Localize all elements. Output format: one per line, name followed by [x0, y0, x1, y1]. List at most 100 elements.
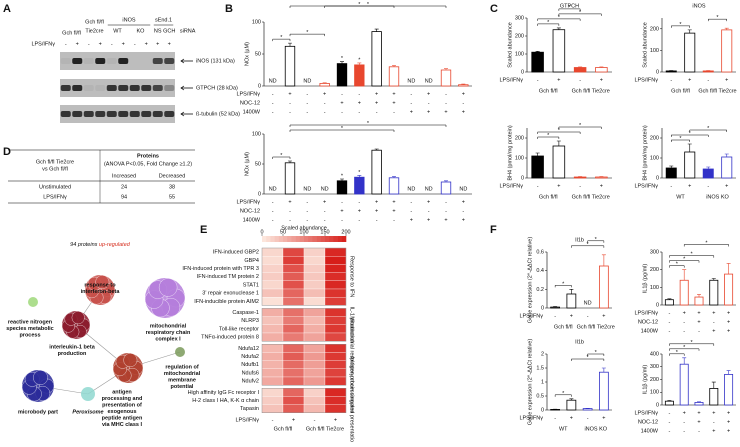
- colorbar-cell: [291, 236, 296, 242]
- bar: [553, 146, 565, 178]
- blot-band: [118, 85, 128, 91]
- significance: *: [691, 252, 694, 258]
- bar: [389, 178, 399, 194]
- sign: +: [712, 328, 715, 334]
- heat-cell: [283, 344, 304, 352]
- y-tick-label: 100: [252, 19, 261, 25]
- significance: *: [547, 133, 550, 139]
- group-label: Gch fl/fl Tie2cre: [577, 324, 615, 330]
- sign: -: [410, 100, 412, 106]
- heat-cell: [325, 352, 346, 360]
- y-tick-label: 0: [521, 69, 524, 75]
- group-label: Gch fl/fl: [554, 324, 573, 330]
- sign: -: [445, 91, 447, 97]
- sign: +: [427, 217, 430, 223]
- sign: +: [444, 109, 447, 115]
- bar: [441, 182, 451, 194]
- sign: -: [324, 208, 326, 214]
- blot-band: [164, 58, 174, 64]
- sign: -: [324, 100, 326, 106]
- bar: [389, 67, 399, 86]
- sign: +: [462, 109, 465, 115]
- heat-cell: [325, 377, 346, 385]
- heat-cell: [325, 396, 346, 404]
- node: [72, 311, 85, 324]
- significance: *: [587, 355, 590, 361]
- significance: *: [341, 126, 344, 132]
- heat-cell: [262, 396, 283, 404]
- sign: +: [358, 208, 361, 214]
- heat-cell: [304, 308, 325, 316]
- row-group-label: Antigen processing and presentation: [349, 356, 355, 442]
- sign: -: [358, 217, 360, 223]
- sign: -: [554, 313, 556, 319]
- colorbar-tick-label: 50: [280, 229, 286, 235]
- bar: [685, 33, 695, 72]
- colorbar-cell: [317, 236, 322, 242]
- colorbar-cell: [329, 236, 334, 242]
- sign: -: [668, 428, 670, 434]
- significance: *: [587, 242, 590, 248]
- sign: +: [340, 100, 343, 106]
- sign: -: [670, 183, 672, 189]
- sign: -: [579, 77, 581, 83]
- y-tick-label: 100: [650, 390, 659, 396]
- cluster-label: antigen: [112, 389, 132, 395]
- heat-cell: [283, 352, 304, 360]
- error-bar: [288, 43, 292, 46]
- condition-label: LPS/IFNγ: [519, 415, 543, 421]
- blot-band: [107, 85, 117, 91]
- heat-cell: [262, 361, 283, 369]
- bar: [459, 85, 469, 86]
- y-axis-label: BH4 (pmol/mg protein): [507, 125, 513, 180]
- heat-cell: [325, 264, 346, 272]
- sign: -: [376, 109, 378, 115]
- sign: +: [697, 410, 700, 416]
- sign: -: [65, 41, 67, 47]
- group-label: Gch fl/fl: [274, 426, 293, 432]
- group-label: iNOS KO: [706, 194, 729, 200]
- sign: -: [341, 199, 343, 205]
- y-tick-label: 0: [541, 407, 544, 413]
- bar: [551, 409, 560, 410]
- y-axis-label: Gene expression (2^-ΔΔCt relative): [527, 339, 533, 426]
- sign: -: [272, 208, 274, 214]
- sign: +: [375, 208, 378, 214]
- sign: +: [392, 199, 395, 205]
- heat-cell: [304, 344, 325, 352]
- y-tick-label: 0.5: [536, 393, 544, 399]
- y-tick-label: 100: [515, 51, 524, 57]
- row-label: GBP4: [244, 258, 259, 264]
- row-label: IFN-induced protein with TPR 3: [182, 266, 259, 272]
- sign: -: [306, 109, 308, 115]
- y-tick-label: 200: [650, 135, 659, 141]
- condition-label: LPS/IFNγ: [235, 417, 259, 423]
- heat-cell: [304, 325, 325, 333]
- sign: +: [288, 91, 291, 97]
- significance: *: [358, 57, 361, 63]
- condition-label: NOC-12: [638, 319, 658, 325]
- sign: +: [375, 199, 378, 205]
- y-tick-label: 200: [650, 267, 659, 273]
- heat-cell: [283, 273, 304, 281]
- condition-label: LPS/IFNγ: [634, 183, 658, 189]
- y-axis-label: NOx (µM): [244, 152, 250, 176]
- blot-band: [141, 111, 151, 117]
- blot-header: Tie2cre: [85, 28, 103, 34]
- table-cell: 55: [169, 194, 175, 200]
- sign: -: [668, 319, 670, 325]
- blot-band: [72, 111, 82, 117]
- sign: -: [707, 183, 709, 189]
- heat-cell: [283, 369, 304, 377]
- band-label: GTPCH (28 kDa): [196, 85, 238, 91]
- y-tick-label: 0: [656, 402, 659, 408]
- sign: -: [272, 199, 274, 205]
- sign: +: [570, 415, 573, 421]
- sign: -: [445, 100, 447, 106]
- heat-cell: [325, 369, 346, 377]
- row-label: TNFα-induced protein 8: [201, 335, 259, 341]
- sign: -: [428, 100, 430, 106]
- sign: -: [668, 410, 670, 416]
- blot-band: [61, 58, 71, 64]
